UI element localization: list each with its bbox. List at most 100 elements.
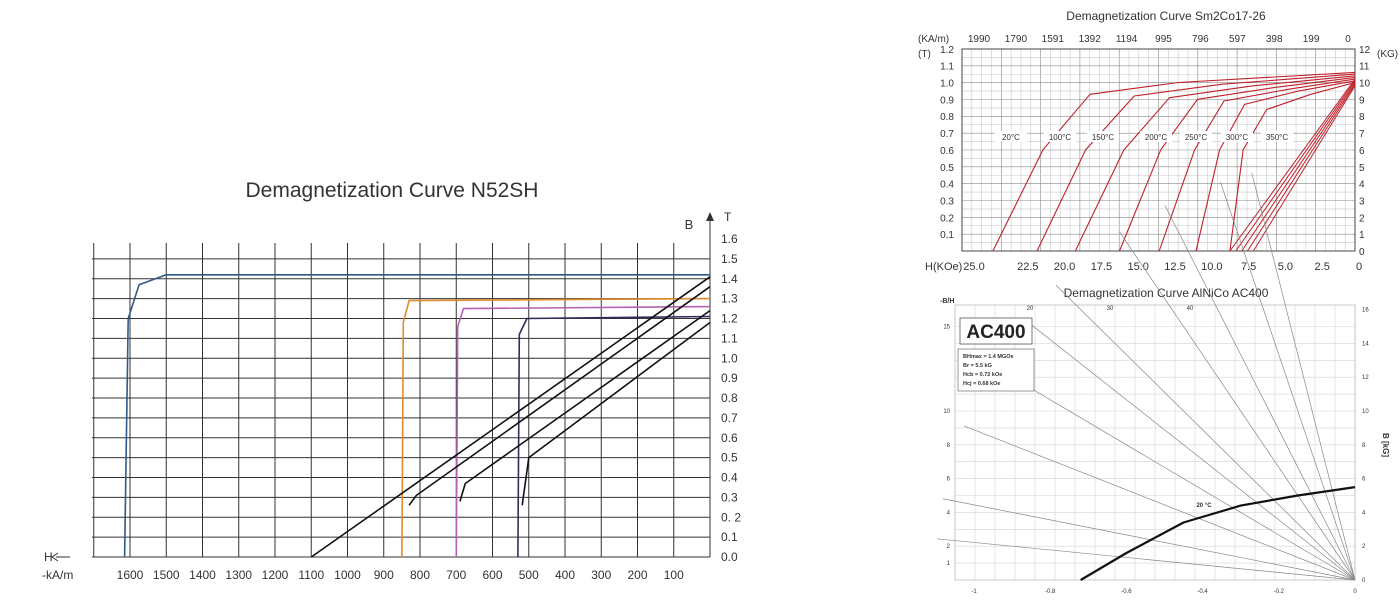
n52sh-x-tick-label: 1500	[153, 568, 180, 582]
alnico-curve-label: 20 °C	[1196, 503, 1212, 509]
alnico-grade-box	[959, 317, 1033, 345]
alnico-title: Demagnetization Curve AlNiCo AC400	[1064, 286, 1269, 300]
n52sh-series-line-1	[401, 297, 711, 558]
alnico-load-line	[942, 498, 1356, 581]
n52sh-y-tick-label: 1.0	[721, 351, 738, 365]
n52sh-x-tick-label: 1100	[298, 568, 324, 582]
smco-top-tick-labels: 1990 1790 1591 1392 1194 995 796 597 398 199 0	[968, 34, 1351, 45]
smco-top-tick-label: 1194	[1116, 34, 1138, 45]
alnico-right-tick-labels: 16 14 12 10 8 6 4 2 0	[1362, 308, 1369, 584]
smco-left-tick-label: 0.5	[940, 163, 954, 174]
alnico-load-line	[1164, 205, 1356, 581]
n52sh-y-tick-labels: 1.6 1.5 1.4 1.3 1.2 1.1 1.0 0.9 0.8 0.7 0.6 0.5 0.4 0…	[721, 232, 741, 564]
n52sh-series-line-6	[459, 309, 711, 502]
smco-top-unit: (KA/m)	[918, 34, 949, 45]
smco-temp-label-bg	[1140, 131, 1172, 142]
alnico-load-line	[1024, 319, 1356, 581]
n52sh-series-line-0	[123, 274, 710, 558]
smco-top-tick-label: 0	[1345, 34, 1351, 45]
smco-left-tick-labels: 1.2 1.1 1.0 0.9 0.8 0.7 0.6 0.5 0.4 0.3 0.2 0.1	[940, 45, 954, 241]
smco-right-tick-label: 8	[1359, 112, 1365, 123]
alnico-series	[1080, 486, 1356, 581]
alnico-load-line	[1251, 172, 1356, 581]
smco-bottom-tick-label: 12.5	[1164, 261, 1185, 273]
smco-grid	[962, 49, 1355, 251]
alnico-y-tick-label: 2	[947, 544, 951, 550]
smco-temp-label: 350°C	[1266, 133, 1289, 142]
alnico-spec-item: BHmax = 1.4 MGOe	[963, 354, 1014, 360]
smco-top-tick-label: 995	[1155, 34, 1172, 45]
smco-temp-label-bg	[1087, 131, 1119, 142]
smco-left-tick-label: 0.1	[940, 230, 954, 241]
n52sh-h-unit: -kA/m	[42, 568, 73, 582]
alnico-spec-item: Hcj = 0.68 kOe	[963, 381, 1000, 387]
alnico-curve-0	[1080, 486, 1356, 581]
n52sh-series-line-7	[521, 321, 711, 506]
smco-curve-4	[1158, 78, 1356, 252]
n52sh-x-tick-label: 900	[374, 568, 394, 582]
n52sh-y-tick-label: 0.1	[721, 530, 738, 544]
smco-temp-label: 100°C	[1049, 133, 1072, 142]
smco-right-tick-label: 11	[1359, 62, 1370, 73]
smco-left-tick-label: 1.0	[940, 79, 954, 90]
n52sh-y-tick-label: 1.4	[721, 272, 738, 286]
smco-bottom-tick-label: 0	[1356, 261, 1362, 273]
smco-bottom-tick-labels: 25.0 22.5 20.0 17.5 15.0 12.5 10.0 7.5 5.0 2.5 0	[963, 261, 1362, 273]
smco-top-tick-label: 199	[1303, 34, 1320, 45]
smco-top-tick-label: 1591	[1042, 34, 1065, 45]
alnico-right-tick-label: 6	[1362, 477, 1366, 483]
alnico-right-tick-label: 14	[1362, 341, 1369, 347]
smco-load-line-2	[1241, 82, 1356, 252]
alnico-y-label: -B/H	[940, 298, 954, 305]
smco-top-tick-label: 597	[1229, 34, 1246, 45]
alnico-bottom-tick-labels: -1 -0.8 -0.6 -0.4 -0.2 0	[971, 589, 1357, 595]
n52sh-x-tick-label: 1200	[262, 568, 289, 582]
alnico-bottom-tick-label: -0.8	[1045, 589, 1056, 595]
smco-plot-frame	[961, 48, 1356, 252]
alnico-right-tick-label: 4	[1362, 510, 1366, 516]
smco-temp-label: 250°C	[1185, 133, 1208, 142]
smco-right-tick-label: 6	[1359, 146, 1365, 157]
smco-load-line-1	[1235, 80, 1356, 252]
n52sh-x-tick-label: 1000	[334, 568, 361, 582]
alnico-bottom-tick-label: -0.6	[1121, 589, 1132, 595]
smco-temp-label: 20°C	[1002, 133, 1020, 142]
smco-temperature-labels: 20°C 100°C 150°C 200°C 250°C 300°C 350°C	[995, 131, 1293, 142]
smco-curve-6	[1229, 81, 1356, 252]
n52sh-series-line-5	[408, 286, 711, 506]
smco-temp-label-bg	[1261, 131, 1293, 142]
n52sh-series-line-2	[455, 305, 711, 558]
alnico-y-tick-label: 4	[947, 510, 951, 516]
smco-right-tick-label: 9	[1359, 95, 1365, 106]
smco-load-line-0	[1229, 78, 1356, 252]
n52sh-x-tick-label: 600	[482, 568, 502, 582]
chart-smco: Demagnetization Curve Sm2Co17-26 (KA/m) …	[918, 9, 1398, 273]
alnico-right-tick-label: 12	[1362, 375, 1369, 381]
alnico-right-tick-label: 8	[1362, 443, 1366, 449]
smco-bottom-tick-label: 20.0	[1054, 261, 1075, 273]
alnico-load-line	[1055, 284, 1356, 581]
smco-bottom-tick-label: 17.5	[1091, 261, 1112, 273]
n52sh-y-tick-label: 1.2	[721, 312, 738, 326]
smco-curve-2	[1074, 75, 1356, 252]
smco-left-tick-label: 0.8	[940, 112, 954, 123]
alnico-bottom-tick-label: -0.4	[1197, 589, 1208, 595]
alnico-bottom-tick-label: -1	[971, 589, 977, 595]
alnico-y-tick-labels: 15 10 8 6 4 2 1	[943, 325, 950, 568]
smco-bottom-tick-label: 7.5	[1241, 261, 1256, 273]
chart-alnico: Demagnetization Curve AlNiCo AC400 -B/H …	[936, 172, 1390, 595]
alnico-right-label: B [kG]	[1381, 433, 1390, 457]
smco-right-tick-label: 7	[1359, 129, 1365, 140]
smco-bottom-tick-label: 22.5	[1017, 261, 1038, 273]
smco-temp-label: 200°C	[1145, 133, 1168, 142]
smco-temp-label: 300°C	[1226, 133, 1249, 142]
smco-temp-label-bg	[1180, 131, 1212, 142]
alnico-load-line	[964, 425, 1356, 581]
smco-title: Demagnetization Curve Sm2Co17-26	[1066, 9, 1266, 23]
n52sh-x-tick-label: 1400	[189, 568, 216, 582]
n52sh-y-tick-label: 1.5	[721, 252, 738, 266]
smco-bottom-tick-label: 25.0	[963, 261, 984, 273]
alnico-plot-frame	[954, 304, 1356, 581]
n52sh-y-tick-label: 0. 2	[721, 510, 741, 524]
